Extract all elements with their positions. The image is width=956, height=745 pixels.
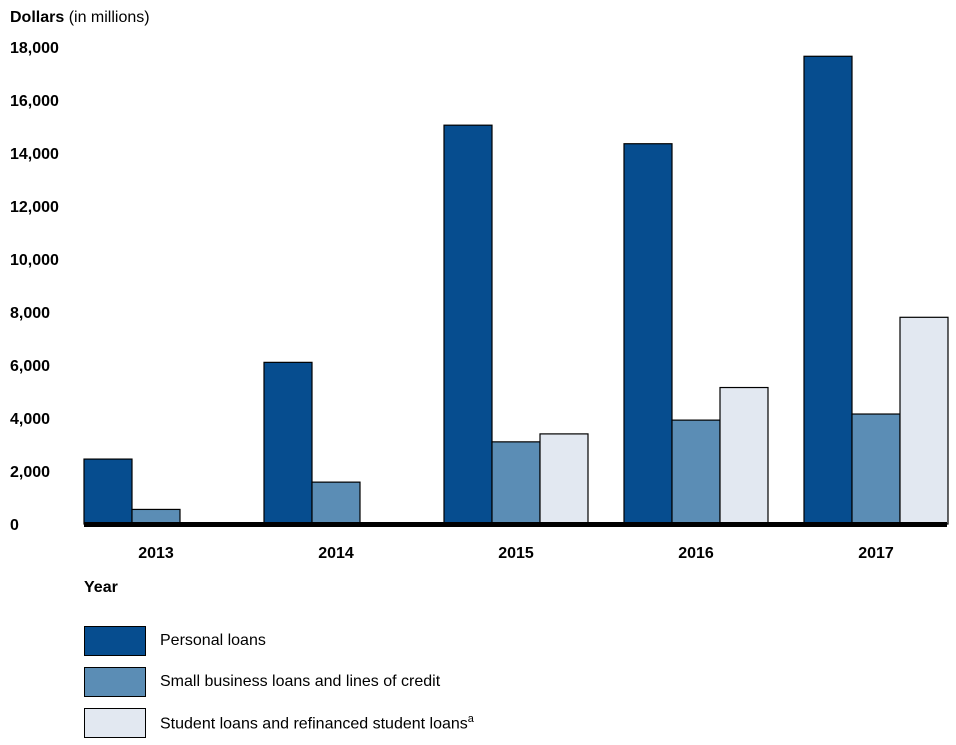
x-axis-label: Year [84, 579, 118, 596]
y-axis-label-suffix: (in millions) [64, 9, 149, 26]
legend-label: Personal loans [160, 632, 266, 649]
legend-footnote-marker: a [467, 712, 474, 725]
bar [491, 441, 541, 525]
x-axis-ticks: 2013 2014 2015 2016 2017 [138, 545, 894, 562]
y-tick-label: 2,000 [10, 464, 50, 481]
bars-group [83, 55, 949, 525]
legend-item: Small business loans and lines of credit [84, 663, 474, 701]
legend: Personal loans Small business loans and l… [84, 622, 474, 745]
legend-swatch [84, 626, 146, 656]
y-tick-label: 16,000 [10, 93, 59, 110]
bar [803, 55, 853, 525]
bar [443, 124, 493, 525]
legend-item: Student loans and refinanced student loa… [84, 704, 474, 742]
x-tick-label: 2015 [498, 545, 534, 562]
legend-swatch [84, 667, 146, 697]
y-tick-label: 4,000 [10, 411, 50, 428]
bar [851, 413, 901, 525]
x-tick-label: 2013 [138, 545, 174, 562]
y-tick-label: 18,000 [10, 40, 59, 57]
y-tick-label: 6,000 [10, 358, 50, 375]
y-tick-label: 8,000 [10, 305, 50, 322]
bar [623, 143, 673, 525]
y-tick-label: 12,000 [10, 199, 59, 216]
x-tick-label: 2017 [858, 545, 894, 562]
bar-chart: Dollars (in millions) 0 2,000 4,000 6,000 8,… [10, 9, 949, 596]
legend-item: Personal loans [84, 622, 474, 660]
bar [899, 316, 949, 525]
bar [83, 458, 133, 525]
y-tick-label: 10,000 [10, 252, 59, 269]
bar [671, 419, 721, 525]
legend-label: Student loans and refinanced student loa… [160, 712, 474, 733]
bar [263, 361, 313, 525]
legend-label: Small business loans and lines of credit [160, 673, 441, 690]
legend-swatch [84, 708, 146, 738]
x-axis-line [84, 522, 947, 527]
bar [719, 386, 769, 525]
y-axis-ticks: 0 2,000 4,000 6,000 8,000 10,000 12,000 14,000 1… [10, 40, 59, 534]
y-tick-label: 0 [10, 517, 19, 534]
x-tick-label: 2014 [318, 545, 354, 562]
bar [311, 481, 361, 525]
bar [539, 433, 589, 525]
y-axis-label: Dollars (in millions) [10, 9, 150, 26]
x-tick-label: 2016 [678, 545, 714, 562]
bar [131, 508, 181, 525]
y-tick-label: 14,000 [10, 146, 59, 163]
y-axis-label-bold: Dollars [10, 9, 64, 26]
